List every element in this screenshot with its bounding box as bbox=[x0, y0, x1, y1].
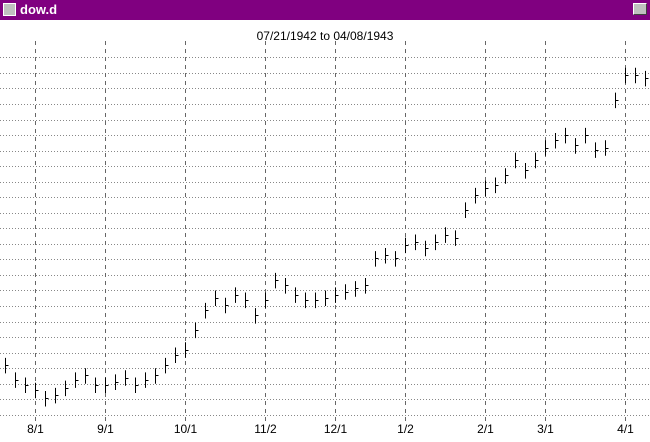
x-tick-label: 4/1 bbox=[617, 422, 634, 436]
window-title: dow.d bbox=[20, 2, 58, 17]
x-tick-label: 3/1 bbox=[537, 422, 554, 436]
x-tick-label: 10/1 bbox=[174, 422, 198, 436]
chart: 07/21/1942 to 04/08/1943 8/1 9/1 10/1 11/2 1… bbox=[0, 29, 650, 436]
title-bar: dow.d bbox=[0, 0, 650, 20]
window-icon bbox=[3, 3, 16, 16]
chart-title: 07/21/1942 to 04/08/1943 bbox=[257, 29, 394, 43]
x-tick-label: 11/2 bbox=[254, 422, 277, 436]
x-tick-label: 12/1 bbox=[324, 422, 348, 436]
x-tick-label: 2/1 bbox=[477, 422, 494, 436]
x-tick-label: 9/1 bbox=[97, 422, 114, 436]
x-tick-label: 8/1 bbox=[27, 422, 44, 436]
x-tick-label: 1/2 bbox=[397, 422, 414, 436]
window-button[interactable] bbox=[633, 3, 647, 15]
